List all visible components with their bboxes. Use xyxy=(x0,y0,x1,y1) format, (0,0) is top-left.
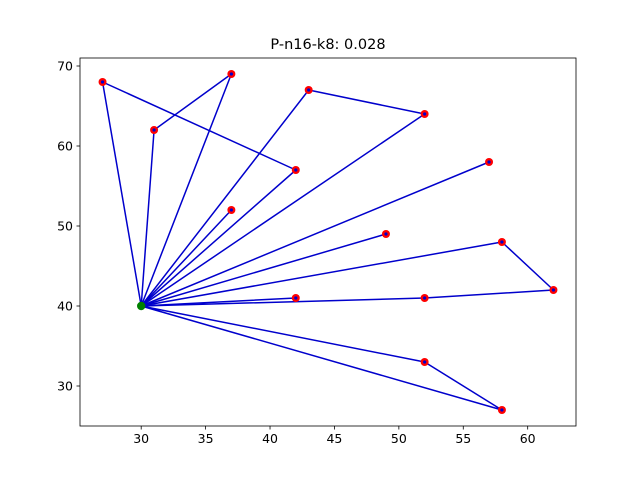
x-tick-label: 40 xyxy=(262,431,278,446)
route-vertex-marker xyxy=(100,80,105,84)
route-line xyxy=(140,209,233,307)
route-vertex-marker xyxy=(551,288,556,292)
route-vertex-marker xyxy=(229,72,233,76)
x-tick-label: 30 xyxy=(133,431,149,446)
route-line xyxy=(140,233,387,307)
route-vertex-marker xyxy=(500,408,504,412)
route-vertex-marker xyxy=(384,232,388,236)
route-vertex-marker xyxy=(294,296,298,300)
route-line xyxy=(140,305,503,411)
route-line xyxy=(140,73,233,307)
axes: 30 35 40 45 50 55 60 30 40 50 60 70 xyxy=(57,57,577,446)
route-line xyxy=(101,81,297,307)
chart-title: P-n16-k8: 0.028 xyxy=(270,37,385,53)
route-vertex-marker xyxy=(152,128,156,132)
y-tick-label: 30 xyxy=(57,379,73,394)
route-vertex-marker xyxy=(423,112,427,116)
depot-point xyxy=(136,301,146,311)
route-vertex-marker xyxy=(423,360,427,364)
x-tick-label: 35 xyxy=(198,431,214,446)
route-vertex-marker xyxy=(423,296,427,300)
y-tick-label: 60 xyxy=(57,139,73,154)
x-tick-label: 50 xyxy=(391,431,407,446)
route-vertex-marker xyxy=(229,208,233,212)
y-tick-label: 70 xyxy=(57,59,73,74)
route-vertex-marker xyxy=(500,240,504,244)
axes-frame xyxy=(79,57,577,427)
y-tick-label: 50 xyxy=(57,219,73,234)
route-vertex-marker xyxy=(307,88,311,92)
route-vertex-marker xyxy=(487,160,491,164)
route-line xyxy=(140,89,426,307)
x-tick-label: 45 xyxy=(326,431,342,446)
plot-area xyxy=(98,70,558,414)
y-tick-label: 40 xyxy=(57,299,73,314)
x-tick-label: 55 xyxy=(455,431,471,446)
x-tick-label: 60 xyxy=(520,431,536,446)
route-vertex-marker xyxy=(294,168,298,172)
route-line xyxy=(140,161,490,307)
